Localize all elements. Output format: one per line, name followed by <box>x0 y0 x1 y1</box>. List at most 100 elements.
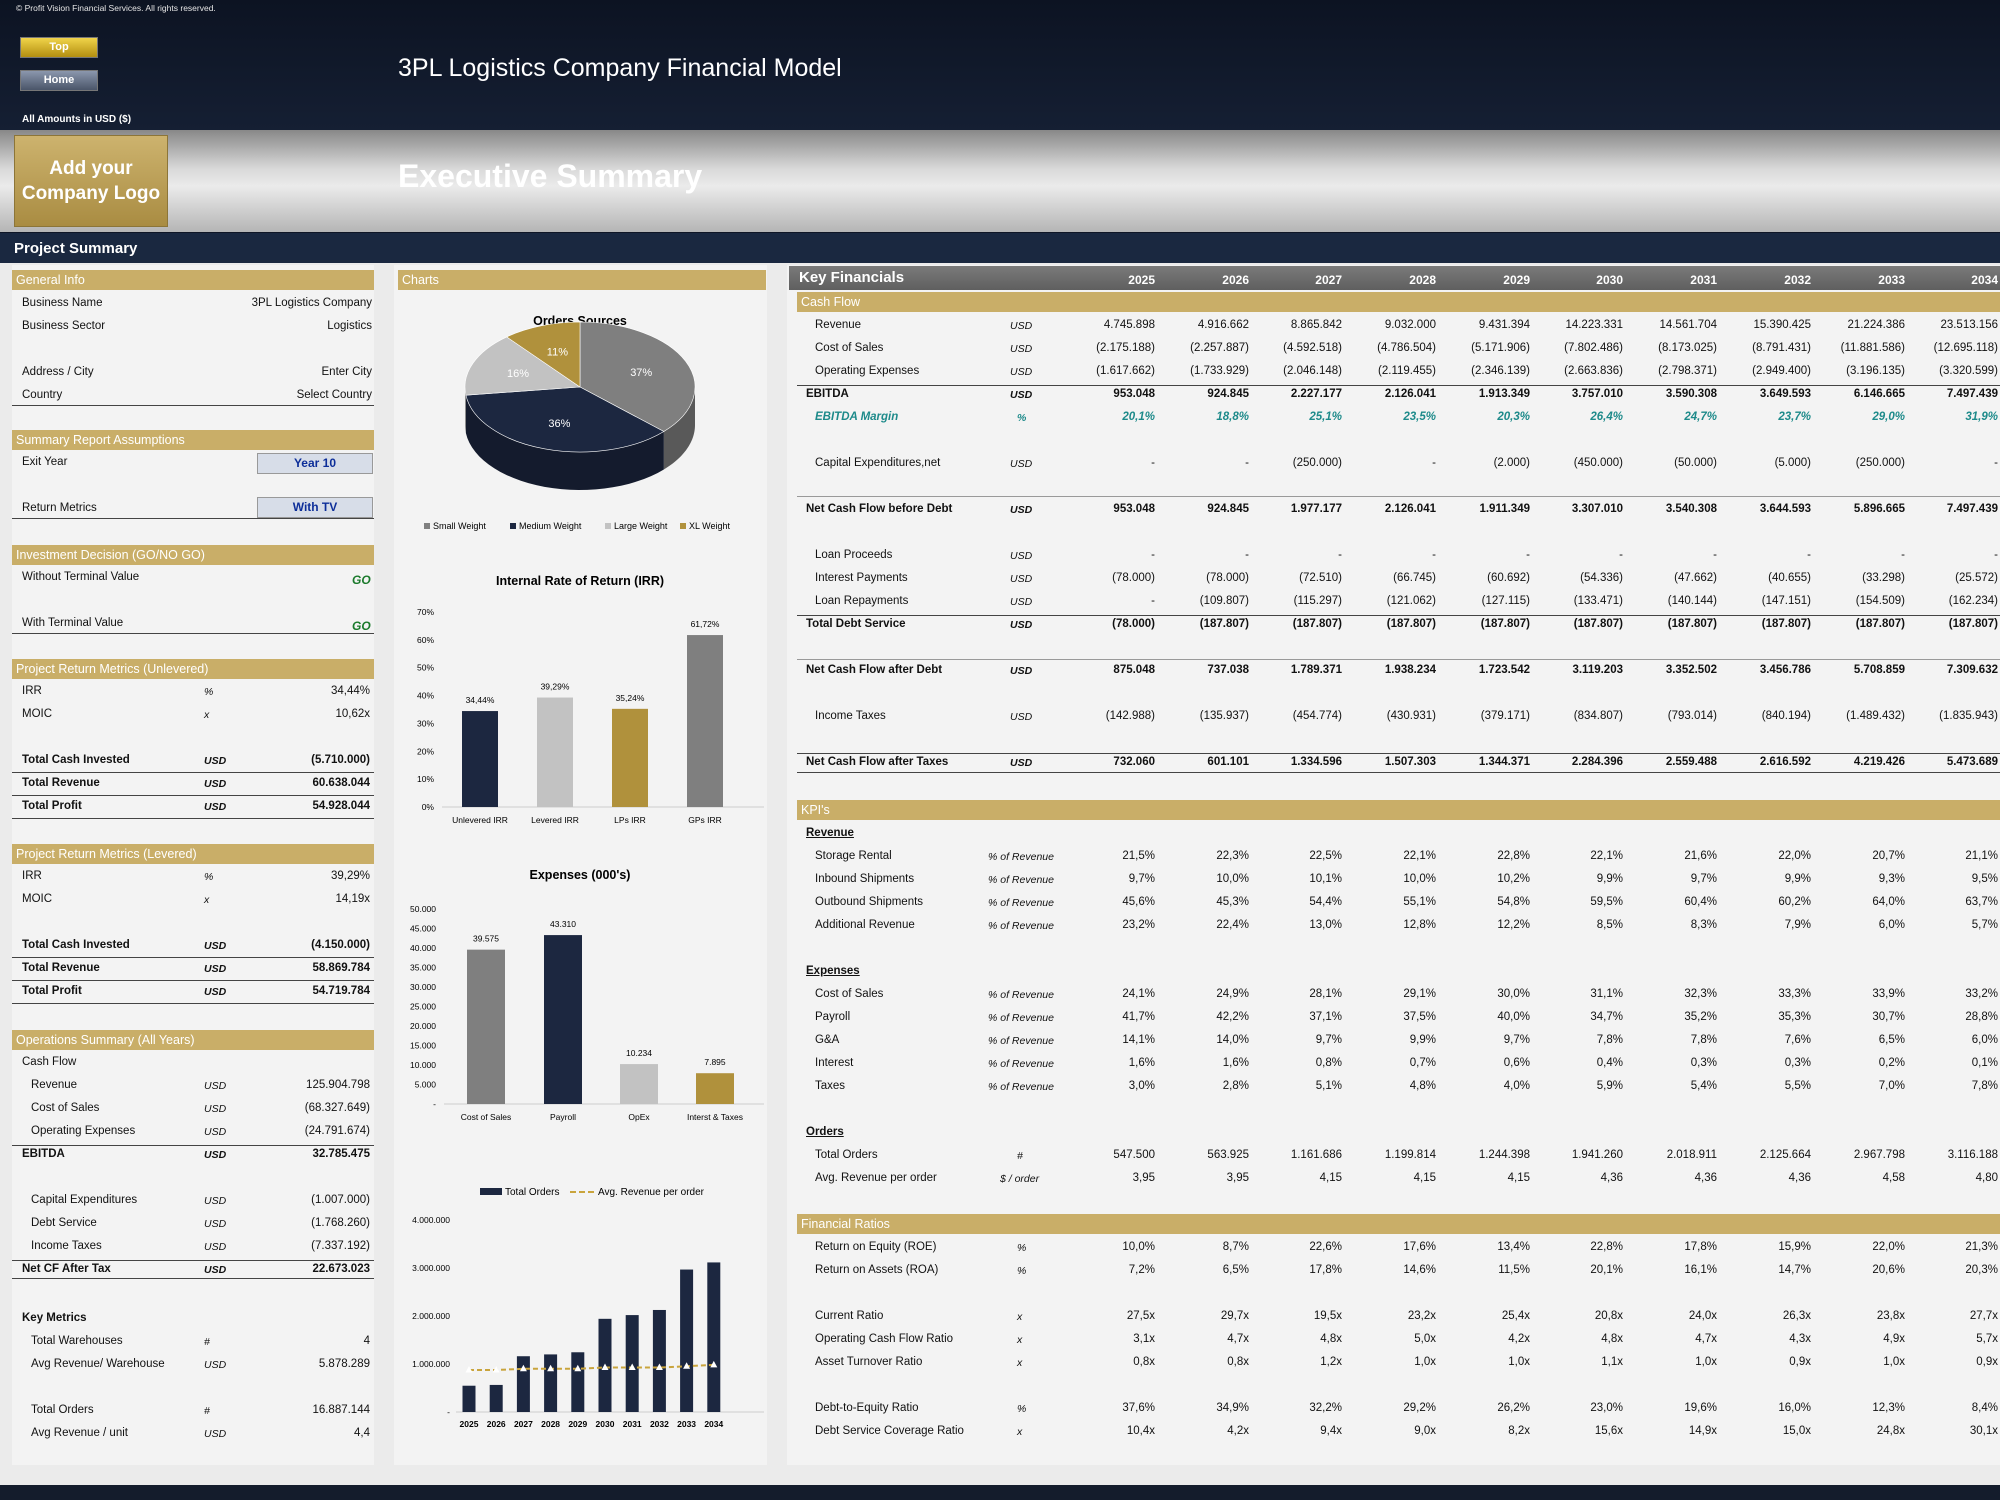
ops-row2-unit: USD <box>204 1195 227 1207</box>
avg-revenue-marker <box>519 1364 527 1372</box>
y-tick-label: 30.000 <box>410 982 436 992</box>
cash-flow-row-value: 5.708.859 <box>1853 664 1905 676</box>
combo-bar <box>652 1309 666 1412</box>
cash-flow-row-value: - <box>1994 457 1998 469</box>
ratio-row-value: 37,6% <box>1122 1402 1155 1414</box>
ratio-row-value: 11,5% <box>1498 1264 1530 1276</box>
without-tv-label: Without Terminal Value <box>22 571 140 583</box>
cash-flow-row-value: 26,4% <box>1590 411 1623 423</box>
cash-flow-row-value: 953.048 <box>1113 503 1155 515</box>
levered-metrics-row-label: Total Revenue <box>22 962 100 974</box>
ratio-row-value: 15,0x <box>1782 1425 1811 1437</box>
cash-flow-row-value: 875.048 <box>1113 664 1155 676</box>
ratio-row-value: 9,4x <box>1320 1425 1342 1437</box>
levered-metrics-row-value: (4.150.000) <box>311 939 370 951</box>
cash-flow-row-unit: USD <box>1010 550 1033 562</box>
ops-row-label: Revenue <box>31 1079 78 1091</box>
levered-metrics-irr-value: 39,29% <box>330 870 370 882</box>
kpi-orders-row-value: 2.967.798 <box>1853 1149 1905 1161</box>
company-logo-placeholder[interactable]: Add your Company Logo <box>14 135 168 227</box>
project-summary-bar <box>0 233 2000 263</box>
combo-y-tick: 2.000.000 <box>412 1311 450 1321</box>
cash-flow-row-value: (40.655) <box>1768 572 1811 584</box>
ops-row2-value: (7.337.192) <box>311 1240 370 1252</box>
cash-flow-row-value: (11.881.586) <box>1840 342 1905 354</box>
kpi-expenses-row-label: Cost of Sales <box>815 988 884 1000</box>
ratio-row: Return on Equity (ROE)% 10,0% 8,7% 22,6% 17,… <box>0 1241 2000 1257</box>
kpi-orders-row-value: 1.244.398 <box>1478 1149 1530 1161</box>
kpi-expenses-row-value: 9,7% <box>1315 1034 1342 1046</box>
top-button[interactable]: Top <box>20 37 98 58</box>
kpi-revenue-row-value: 59,5% <box>1590 896 1623 908</box>
cash-flow-row-unit: USD <box>1010 504 1033 516</box>
ratio-row-value: 22,6% <box>1309 1241 1342 1253</box>
combo-year-label: 2034 <box>704 1419 723 1429</box>
kpi-expenses-row-label: Payroll <box>815 1011 851 1023</box>
bar <box>612 708 648 807</box>
km-row-unit: USD <box>204 1359 227 1371</box>
cash-flow-row-value: 9.431.394 <box>1478 319 1530 331</box>
ratio-row-value: 17,8% <box>1309 1264 1342 1276</box>
ratio-row-value: 13,4% <box>1497 1241 1530 1253</box>
cash-flow-row-value: (3.320.599) <box>1939 365 1998 377</box>
km-row-unit: # <box>204 1405 210 1417</box>
ratio-row-value: 1,0x <box>1414 1356 1436 1368</box>
year-header: 2030 <box>1596 273 1623 287</box>
pie-slice <box>465 386 665 453</box>
ratio-row-label: Asset Turnover Ratio <box>815 1356 923 1368</box>
kpi-expenses-row-value: 37,5% <box>1403 1011 1436 1023</box>
kpi-orders-row: Total Orders #547.500 563.925 1.161.686 1.19… <box>0 1149 2000 1165</box>
cash-flow-row-value: (7.802.486) <box>1564 342 1623 354</box>
kpi-expenses-row-value: 5,4% <box>1690 1080 1717 1092</box>
cash-flow-row-unit: USD <box>1010 366 1033 378</box>
cash-flow-row-value: 3.644.593 <box>1759 503 1811 515</box>
ratio-row-value: 0,9x <box>1789 1356 1811 1368</box>
avg-revenue-marker <box>601 1363 609 1371</box>
ratio-row-value: 5,0x <box>1414 1333 1436 1345</box>
cash-flow-row-value: (2.257.887) <box>1190 342 1249 354</box>
cash-flow-row-unit: USD <box>1010 711 1033 723</box>
cash-flow-row-value: (250.000) <box>1855 457 1905 469</box>
ratio-row-value: 1,0x <box>1508 1356 1530 1368</box>
kpi-orders-row-value: 1.161.686 <box>1290 1149 1342 1161</box>
bar <box>544 935 582 1104</box>
cash-flow-row-value: - <box>1245 549 1249 561</box>
kpi-expenses-row-value: 5,1% <box>1315 1080 1342 1092</box>
home-button[interactable]: Home <box>20 70 98 91</box>
pie-legend-label: Small Weight <box>433 521 486 531</box>
return-metrics-input[interactable]: With TV <box>257 497 373 518</box>
general-info-row: Business Sector Logistics <box>12 320 374 336</box>
ratio-row-value: 26,3x <box>1782 1310 1811 1322</box>
cash-flow-row-value: 20,3% <box>1497 411 1530 423</box>
kpi-revenue-row-value: 64,0% <box>1872 896 1905 908</box>
ratio-row-value: 20,6% <box>1872 1264 1905 1276</box>
cash-flow-row-value: 24,7% <box>1684 411 1717 423</box>
km-row-value: 16.887.144 <box>312 1404 370 1416</box>
cash-flow-row-value: (109.807) <box>1199 595 1249 607</box>
return-metrics-label: Return Metrics <box>22 502 97 514</box>
cash-flow-row-value: 23.513.156 <box>1940 319 1998 331</box>
cash-flow-row: Operating Expenses USD (1.617.662) (1.733.9… <box>0 365 2000 381</box>
km-row: Total Warehouses #4 <box>12 1335 374 1351</box>
pie-slice-label: 37% <box>630 367 652 379</box>
summary-assumptions-header: Summary Report Assumptions <box>12 430 374 450</box>
exit-year-input[interactable]: Year 10 <box>257 453 373 474</box>
levered-metrics-row-unit: USD <box>204 963 227 975</box>
ratio-row-value: 1,0x <box>1695 1356 1717 1368</box>
kpi-orders-row-value: 4,36 <box>1694 1172 1717 1184</box>
ops-row2: Debt Service USD (1.768.260) <box>12 1217 374 1233</box>
kpi-expenses-row-value: 24,1% <box>1122 988 1155 1000</box>
y-tick-label: 40% <box>417 691 434 701</box>
ratio-row-value: 4,2x <box>1227 1425 1249 1437</box>
operations-summary-header: Operations Summary (All Years) <box>12 1030 374 1050</box>
kpi-expenses-row-value: 7,0% <box>1878 1080 1905 1092</box>
kpi-revenue-row-value: 10,1% <box>1309 873 1342 885</box>
cash-flow-row-value: 2.284.396 <box>1571 756 1623 768</box>
km-row-value: 5.878.289 <box>318 1358 370 1370</box>
kpi-orders-row-value: 563.925 <box>1207 1149 1249 1161</box>
year-header: 2031 <box>1690 273 1717 287</box>
avg-revenue-marker <box>628 1363 636 1371</box>
cash-flow-row-unit: USD <box>1010 389 1033 401</box>
y-tick-label: - <box>433 1099 436 1109</box>
combo-bar <box>707 1262 721 1412</box>
